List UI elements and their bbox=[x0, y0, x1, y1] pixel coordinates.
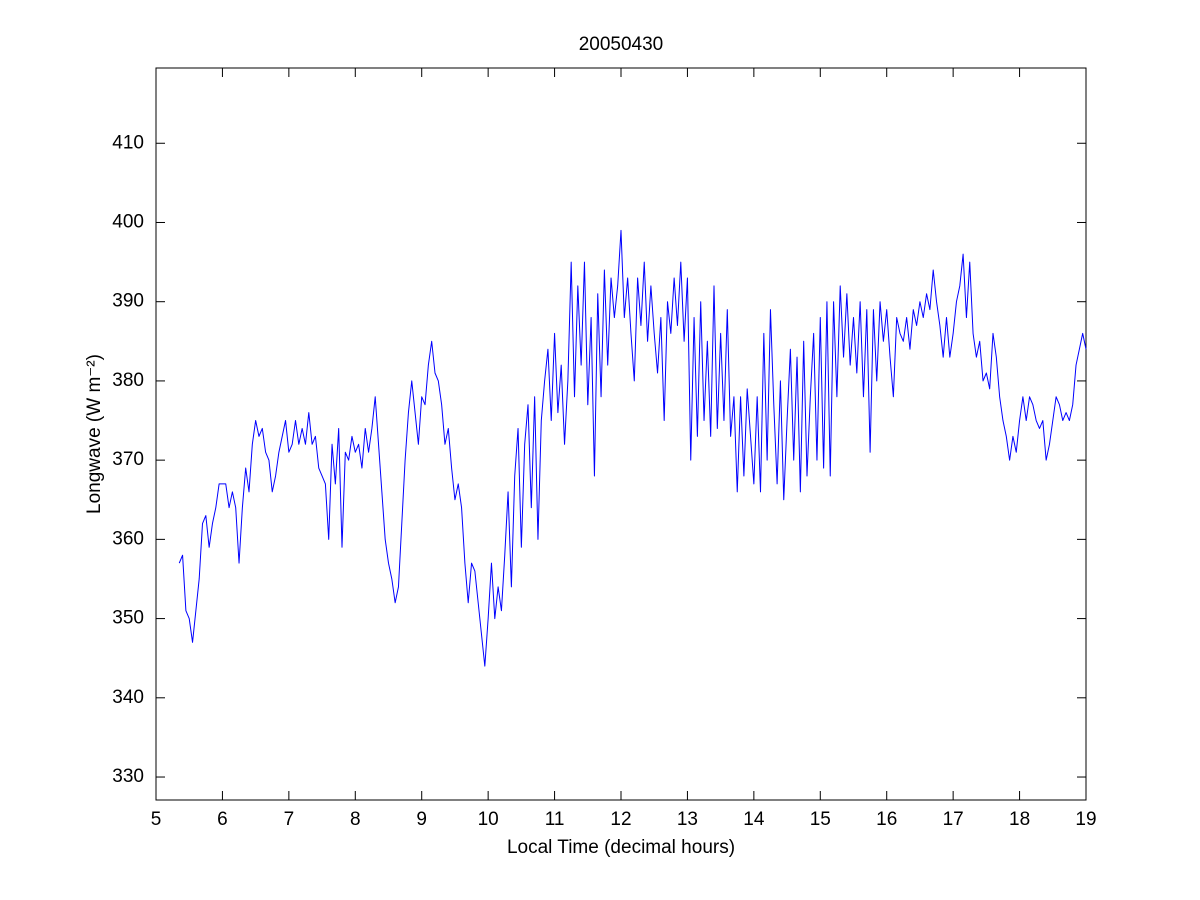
y-tick-label: 400 bbox=[112, 211, 144, 232]
y-tick-label: 410 bbox=[112, 132, 144, 153]
y-tick-label: 380 bbox=[112, 370, 144, 391]
x-tick-label: 17 bbox=[943, 809, 964, 830]
x-tick-label: 15 bbox=[810, 809, 831, 830]
x-tick-label: 11 bbox=[545, 809, 565, 830]
x-tick-label: 18 bbox=[1009, 809, 1030, 830]
x-tick-label: 7 bbox=[284, 809, 295, 830]
x-tick-label: 10 bbox=[478, 809, 499, 830]
x-tick-label: 6 bbox=[217, 809, 228, 830]
x-tick-label: 5 bbox=[151, 809, 162, 830]
x-tick-label: 12 bbox=[610, 809, 631, 830]
x-axis-label: Local Time (decimal hours) bbox=[507, 837, 735, 858]
y-axis-label: Longwave (W m⁻²) bbox=[84, 354, 105, 514]
x-tick-label: 19 bbox=[1075, 809, 1096, 830]
y-tick-label: 360 bbox=[112, 528, 144, 549]
y-tick-label: 330 bbox=[112, 766, 144, 787]
x-tick-label: 14 bbox=[743, 809, 765, 830]
plot-area bbox=[155, 67, 1087, 801]
x-tick-label: 8 bbox=[350, 809, 361, 830]
y-tick-label: 350 bbox=[112, 608, 144, 629]
y-tick-label: 340 bbox=[112, 687, 144, 708]
y-tick-label: 390 bbox=[112, 291, 144, 312]
chart-title: 20050430 bbox=[579, 34, 664, 55]
x-tick-label: 13 bbox=[677, 809, 698, 830]
x-tick-label: 16 bbox=[876, 809, 897, 830]
data-line bbox=[178, 229, 1087, 667]
x-tick-label: 9 bbox=[416, 809, 427, 830]
y-tick-label: 370 bbox=[112, 449, 144, 470]
